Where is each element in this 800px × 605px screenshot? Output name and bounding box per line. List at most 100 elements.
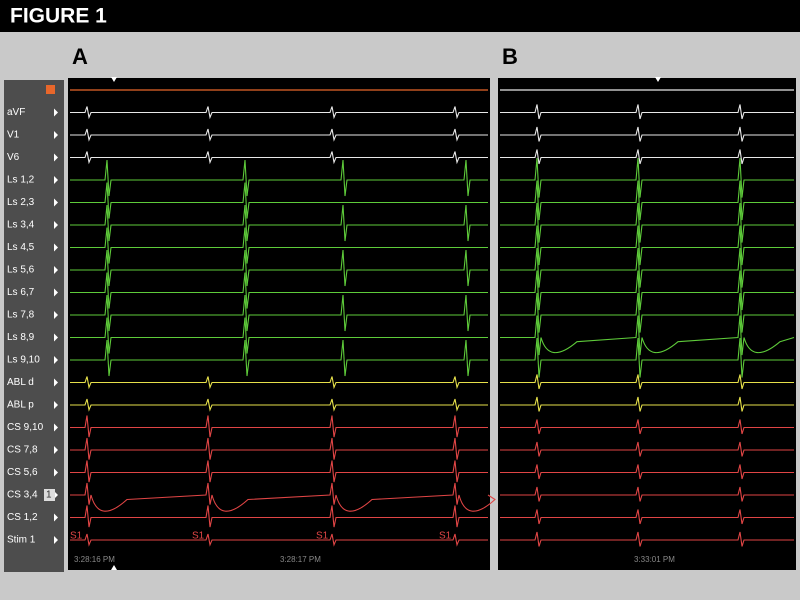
channel-arrow: [54, 131, 58, 139]
marker: [111, 565, 117, 570]
channel-label: CS 5,6: [7, 467, 38, 478]
trace: [70, 437, 488, 460]
channel-arrow: [54, 378, 58, 387]
channel-arrow: [54, 356, 58, 364]
channel-label: Ls 8,9: [7, 332, 35, 343]
trace: [70, 182, 488, 219]
channel-label: ABL p: [7, 400, 34, 411]
figure-title: FIGURE 1: [10, 5, 107, 28]
trace: [500, 149, 794, 165]
channel-arrow: [54, 243, 58, 252]
trace: [70, 482, 496, 512]
channel-label: Stim 1: [7, 535, 36, 546]
channel-arrow: [54, 198, 58, 207]
channel-arrow: [54, 108, 58, 117]
channel-arrow: [54, 153, 58, 162]
trace: [500, 486, 794, 502]
timestamp: 3:28:17 PM: [280, 555, 321, 564]
panel-label: B: [502, 44, 518, 69]
trace: [500, 292, 794, 333]
trace: [500, 225, 794, 266]
trace: [500, 180, 794, 221]
channel-arrow: [54, 311, 58, 319]
panel-label: A: [72, 44, 88, 69]
timestamp: 3:33:01 PM: [634, 555, 675, 564]
trace: [70, 339, 488, 377]
channel-label: CS 3,4: [7, 490, 38, 501]
trace: [70, 505, 488, 528]
header-bar: [0, 0, 800, 32]
trace: [500, 337, 794, 378]
trace: [500, 202, 794, 243]
channel-label: Ls 2,3: [7, 197, 35, 208]
channel-label: Ls 3,4: [7, 220, 35, 231]
trace: [70, 376, 488, 390]
traces: aVF V1 V6 Ls 1,2 Ls 2,3 Ls 3,4 Ls 4,5 Ls 5,6 Ls …: [7, 89, 795, 564]
channel-arrow: [54, 221, 58, 229]
channel-label: aVF: [7, 107, 25, 118]
stim-label: S1: [316, 531, 329, 542]
trace: [70, 159, 488, 197]
trace: [500, 441, 794, 457]
channel-label: V6: [7, 152, 20, 163]
trace: [70, 460, 488, 483]
trace: [70, 294, 488, 332]
trace: [70, 106, 488, 120]
channel-arrow: [54, 288, 58, 297]
trace: [70, 398, 488, 412]
channel-arrow: [54, 333, 58, 342]
stim-label: S1: [192, 531, 205, 542]
channel-label: Ls 5,6: [7, 265, 35, 276]
channel-arrow: [54, 423, 58, 432]
trace: [500, 396, 794, 412]
channel-label: CS 7,8: [7, 445, 38, 456]
channel-label: Ls 7,8: [7, 310, 35, 321]
trace: [70, 227, 488, 264]
trace: [70, 204, 488, 242]
trace: [500, 531, 794, 547]
panel-a: [68, 78, 490, 570]
channel-label: Ls 1,2: [7, 175, 35, 186]
trace: [70, 415, 488, 438]
channel-arrow: [54, 446, 58, 454]
trace: [500, 157, 794, 198]
stim-label: S1: [70, 531, 83, 542]
channel-label: Ls 6,7: [7, 287, 35, 298]
trace: [70, 249, 488, 287]
channel-label: Ls 9,10: [7, 355, 40, 366]
trace: [500, 270, 794, 311]
trace: [500, 126, 794, 142]
channel-label: V1: [7, 130, 20, 141]
panel-b: [498, 78, 796, 570]
trace: [500, 509, 794, 525]
marker: [111, 77, 117, 82]
badge: 1: [46, 490, 52, 501]
trace: [70, 128, 488, 142]
stim-label: S1: [439, 531, 452, 542]
trace: [500, 464, 794, 480]
trace: [70, 533, 488, 547]
channel-arrow: [54, 176, 58, 184]
badge-box: [44, 489, 55, 501]
channel-label: CS 9,10: [7, 422, 44, 433]
trace: [500, 104, 794, 120]
trace: [500, 247, 794, 288]
channel-arrow: [54, 401, 58, 409]
trace: [500, 419, 794, 435]
channel-label: Ls 4,5: [7, 242, 35, 253]
timestamp: 3:28:16 PM: [74, 555, 115, 564]
trace: [70, 272, 488, 309]
trace: [500, 315, 795, 356]
trace: [500, 374, 794, 390]
marker: [655, 77, 661, 82]
channel-arrow: [54, 266, 58, 274]
trace: [70, 151, 488, 165]
channel-arrow: [54, 513, 58, 522]
channel-arrow: [54, 536, 58, 544]
channel-icon: [46, 85, 55, 94]
channel-arrow: [54, 468, 58, 477]
trace: [70, 317, 488, 354]
channel-label: CS 1,2: [7, 512, 38, 523]
